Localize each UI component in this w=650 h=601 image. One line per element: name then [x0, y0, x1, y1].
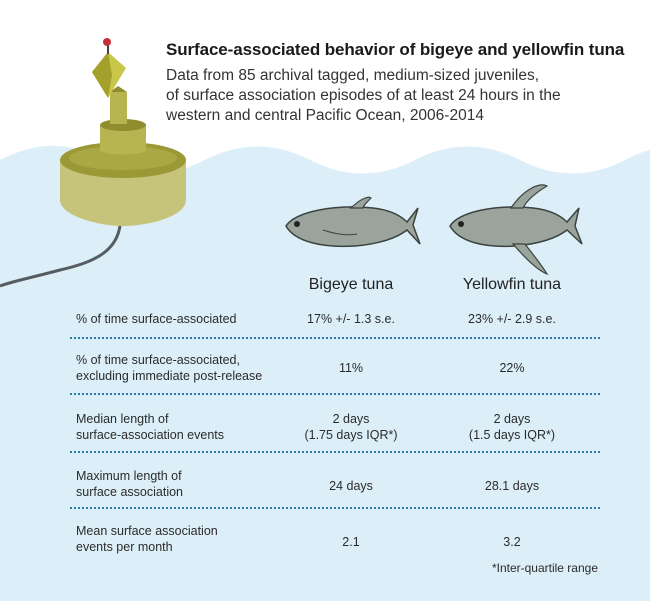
bigeye-value: 24 days	[329, 479, 373, 493]
ocean-water	[0, 145, 650, 601]
yellowfin-tuna-icon	[449, 184, 583, 276]
row-label: % of time surface-associated	[76, 312, 237, 326]
yellowfin-value: 22%	[499, 361, 525, 375]
row-divider	[70, 393, 600, 395]
subtitle-line: of surface association episodes of at le…	[166, 87, 561, 104]
row-label: Maximum length of surface association	[76, 469, 184, 499]
header: Surface-associated behavior of bigeye an…	[166, 40, 636, 126]
bigeye-value: 11%	[338, 361, 364, 375]
row-divider	[70, 337, 600, 339]
yellowfin-value: 2 days (1.5 days IQR*)	[468, 412, 556, 442]
subtitle-line: Data from 85 archival tagged, medium-siz…	[166, 67, 540, 84]
footnote: *Inter-quartile range	[491, 561, 598, 575]
row-label: % of time surface-associated, excluding i…	[76, 353, 263, 383]
page-title: Surface-associated behavior of bigeye an…	[166, 40, 625, 59]
subtitle-line: western and central Pacific Ocean, 2006-…	[166, 107, 484, 124]
row-divider	[70, 507, 600, 509]
yellowfin-value: 28.1 days	[484, 479, 540, 493]
row-label: Median length of surface-association even…	[76, 412, 224, 442]
fad-buoy-icon	[60, 38, 186, 226]
mooring-line	[0, 209, 123, 288]
yellowfin-value: 23% +/- 2.9 s.e.	[468, 312, 556, 326]
yellowfin-value: 3.2	[503, 535, 521, 549]
bigeye-value: 17% +/- 1.3 s.e.	[307, 312, 395, 326]
column-header-bigeye: Bigeye tuna	[308, 276, 394, 293]
bigeye-value: 2 days (1.75 days IQR*)	[304, 412, 398, 442]
bigeye-tuna-icon	[285, 196, 421, 248]
row-divider	[70, 451, 600, 453]
subtitle: Data from 85 archival tagged, medium-siz…	[166, 66, 636, 126]
bigeye-value: 2.1	[342, 535, 360, 549]
column-header-yellowfin: Yellowfin tuna	[462, 276, 562, 293]
row-label: Mean surface association events per month	[76, 524, 218, 554]
